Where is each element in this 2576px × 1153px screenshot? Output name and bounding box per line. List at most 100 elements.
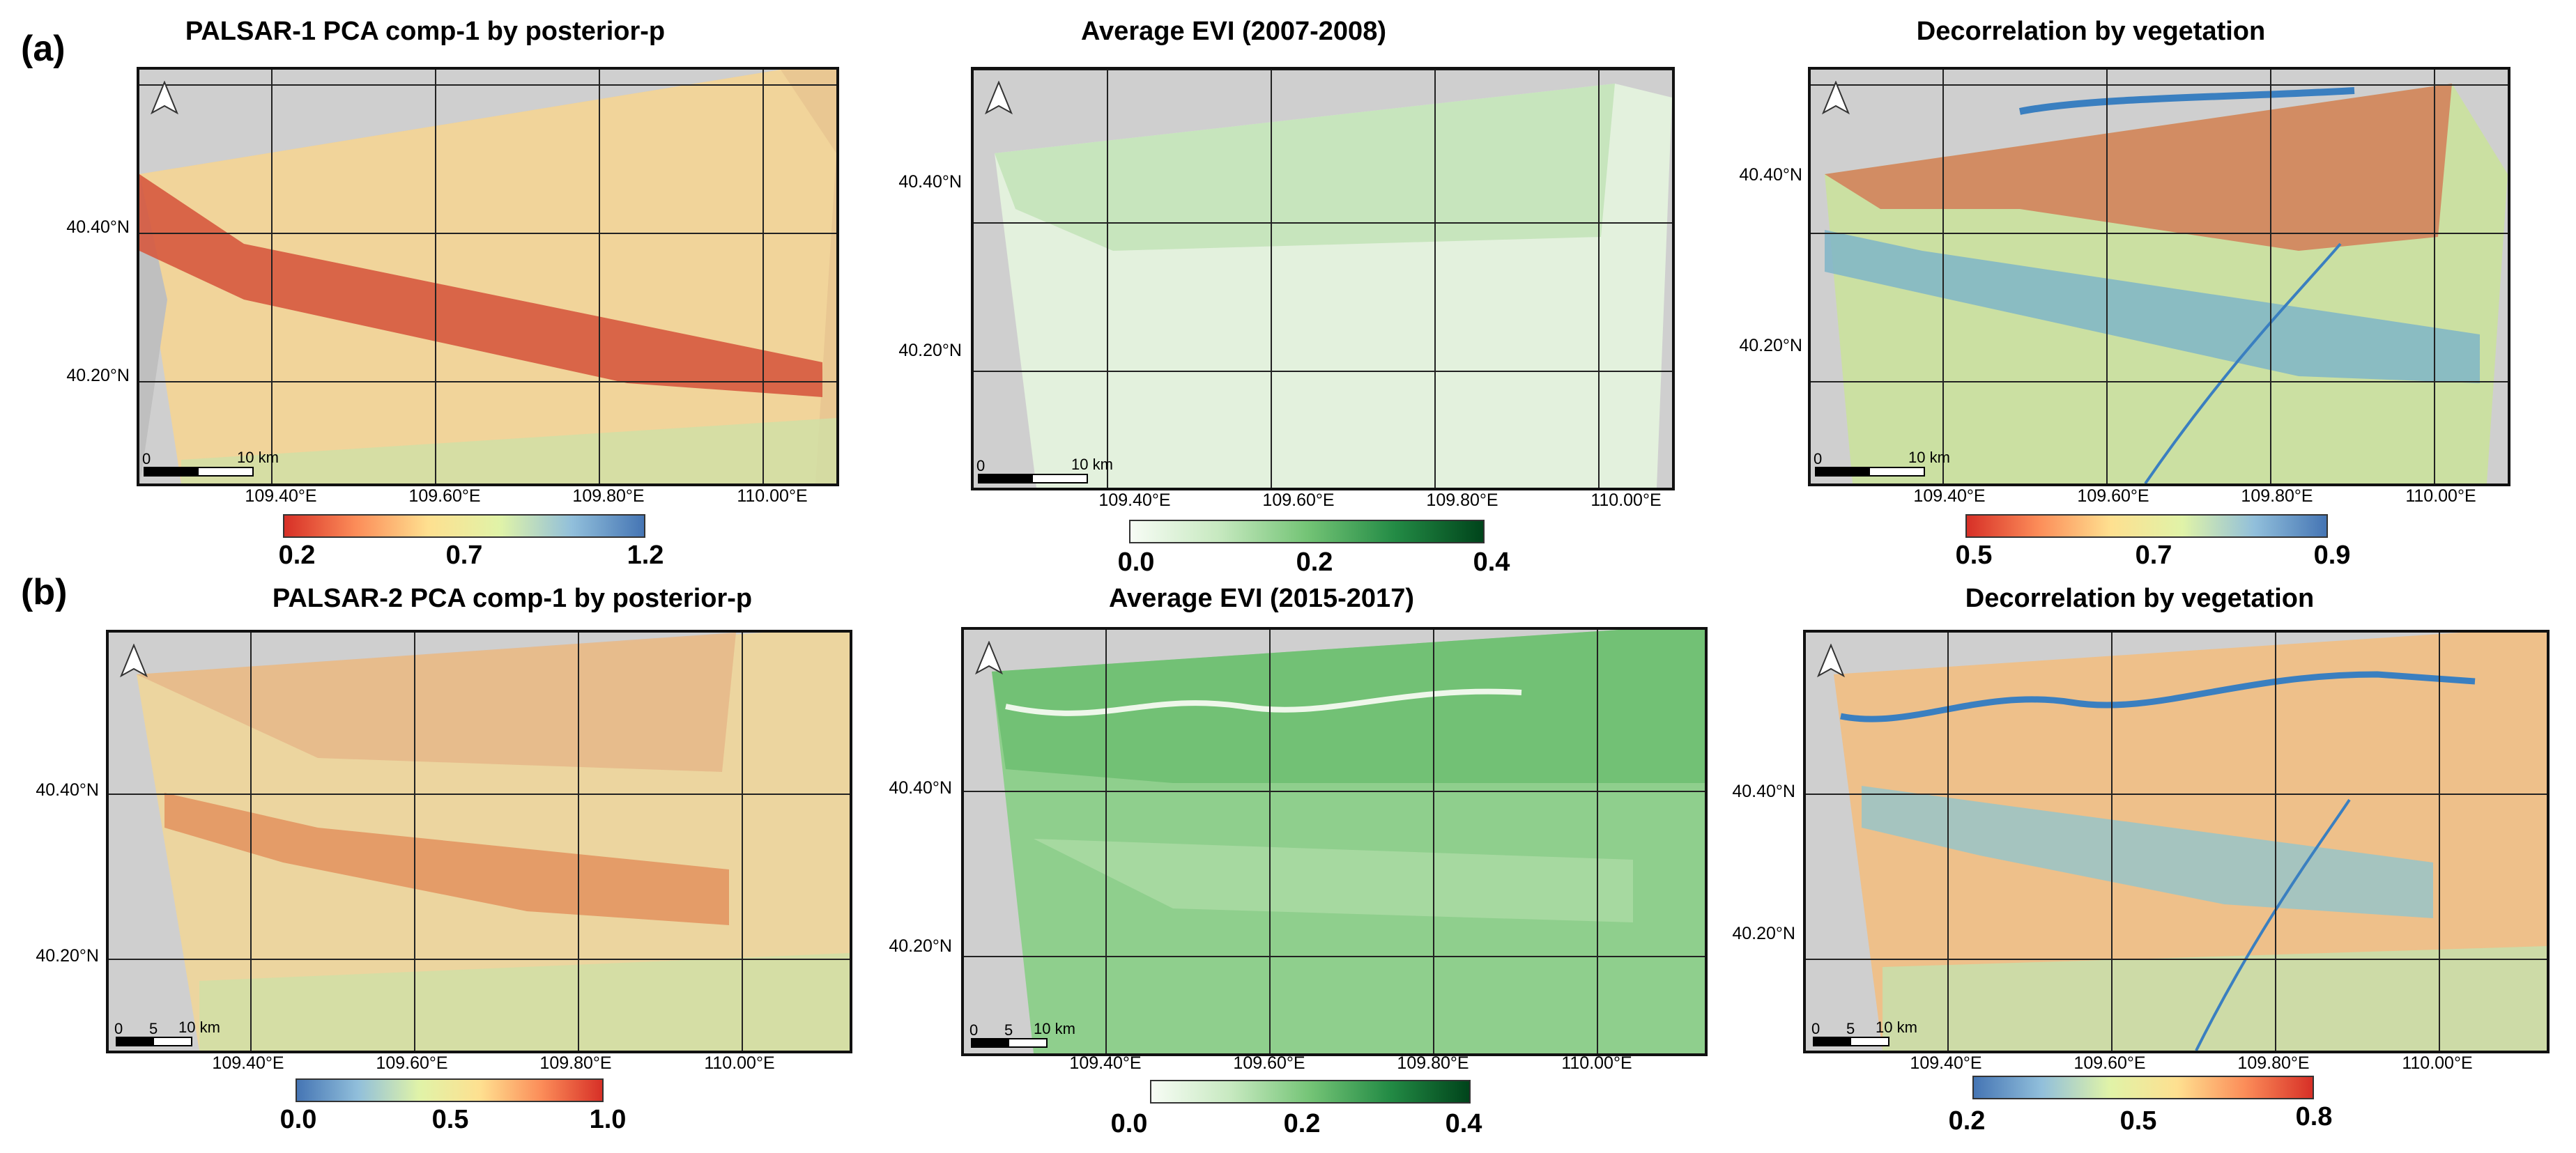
river bbox=[2019, 87, 2355, 115]
panel-a3-title: Decorrelation by vegetation bbox=[1916, 17, 2266, 46]
dune-band bbox=[139, 174, 822, 397]
panel-a2-cbar-tick-3: 0.4 bbox=[1473, 548, 1510, 577]
scalebar-distance: 10 km bbox=[1876, 1019, 1917, 1036]
panel-b3-lon-1: 109.40°E bbox=[1910, 1053, 1982, 1073]
panel-a3-lat-1: 40.40°N bbox=[1739, 165, 1802, 185]
panel-a1-lat-2: 40.20°N bbox=[66, 366, 130, 385]
panel-a2-svg bbox=[974, 70, 1672, 488]
panel-a2-lon-2: 109.60°E bbox=[1262, 490, 1335, 510]
panel-b2-svg bbox=[964, 630, 1705, 1053]
panel-b2-cbar-tick-1: 0.0 bbox=[1110, 1109, 1148, 1138]
panel-b1-lon-1: 109.40°E bbox=[212, 1053, 284, 1073]
panel-a2-cbar-tick-2: 0.2 bbox=[1296, 548, 1333, 577]
panel-b1-map: 0 5 10 km bbox=[106, 630, 852, 1053]
scalebar bbox=[144, 467, 254, 477]
panel-a2-colorbar bbox=[1129, 520, 1485, 543]
panel-b3-lon-3: 109.80°E bbox=[2237, 1053, 2310, 1073]
panel-a1-cbar-tick-2: 0.7 bbox=[445, 541, 483, 570]
panel-a1-lon-1: 109.40°E bbox=[245, 486, 317, 506]
panel-b1-lon-2: 109.60°E bbox=[376, 1053, 448, 1073]
panel-b1-cbar-tick-3: 1.0 bbox=[589, 1105, 627, 1134]
panel-b3-cbar-tick-1: 0.2 bbox=[1948, 1106, 1986, 1136]
panel-b2-lat-1: 40.40°N bbox=[889, 778, 952, 798]
scalebar-mid: 5 bbox=[149, 1020, 158, 1037]
sar-north bbox=[137, 633, 736, 772]
panel-b2-lon-2: 109.60°E bbox=[1233, 1053, 1305, 1073]
scalebar-origin: 0 bbox=[1811, 1020, 1820, 1037]
panel-b2-map: 0 5 10 km bbox=[961, 627, 1708, 1056]
scalebar-mid: 5 bbox=[1004, 1021, 1013, 1039]
panel-b3-cbar-tick-2: 0.5 bbox=[2119, 1106, 2157, 1136]
tributary bbox=[2144, 242, 2342, 483]
panel-a3-colorbar bbox=[1965, 514, 2328, 538]
scalebar-distance: 10 km bbox=[178, 1019, 220, 1036]
panel-a1-cbar-tick-1: 0.2 bbox=[278, 541, 316, 570]
panel-b3-title: Decorrelation by vegetation bbox=[1965, 584, 2315, 613]
panel-b2-lat-2: 40.20°N bbox=[889, 936, 952, 956]
panel-b3-colorbar bbox=[1972, 1076, 2314, 1099]
panel-a2-cbar-tick-1: 0.0 bbox=[1117, 548, 1155, 577]
scalebar bbox=[1813, 1037, 1889, 1046]
panel-b2-cbar-tick-2: 0.2 bbox=[1283, 1109, 1321, 1138]
panel-a3-cbar-tick-1: 0.5 bbox=[1955, 541, 1993, 570]
grid-lines bbox=[974, 70, 1672, 488]
panel-a2-title: Average EVI (2007-2008) bbox=[1081, 17, 1386, 46]
panel-b1-cbar-tick-1: 0.0 bbox=[279, 1105, 317, 1134]
panel-a1-lon-3: 109.80°E bbox=[572, 486, 645, 506]
panel-b1-lat-2: 40.20°N bbox=[36, 946, 99, 966]
north-arrow-icon bbox=[1822, 81, 1850, 115]
panel-a1-title: PALSAR-1 PCA comp-1 by posterior-p bbox=[185, 17, 666, 46]
panel-b2-title: Average EVI (2015-2017) bbox=[1109, 584, 1414, 613]
grid-lines bbox=[1811, 70, 2508, 483]
panel-b1-lon-4: 110.00°E bbox=[704, 1053, 775, 1073]
panel-a3-lat-2: 40.20°N bbox=[1739, 336, 1802, 355]
scalebar-distance: 10 km bbox=[1071, 456, 1113, 473]
panel-a3-svg bbox=[1811, 70, 2508, 483]
panel-b2-lon-3: 109.80°E bbox=[1397, 1053, 1469, 1073]
evi-north-green bbox=[995, 84, 1615, 251]
north-arrow-icon bbox=[120, 644, 148, 678]
panel-a3-lon-2: 109.60°E bbox=[2077, 486, 2149, 506]
row-label-a: (a) bbox=[21, 29, 66, 69]
panel-b1-title: PALSAR-2 PCA comp-1 by posterior-p bbox=[272, 584, 753, 613]
panel-a2-lat-1: 40.40°N bbox=[898, 172, 962, 192]
evi-light-band bbox=[1034, 839, 1633, 922]
grid-lines bbox=[964, 630, 1705, 1053]
panel-a3-lon-3: 109.80°E bbox=[2241, 486, 2313, 506]
panel-b2-cbar-tick-3: 0.4 bbox=[1445, 1109, 1482, 1138]
scalebar-origin: 0 bbox=[969, 1021, 979, 1039]
panel-b3-svg bbox=[1806, 633, 2547, 1051]
panel-a3-cbar-tick-2: 0.7 bbox=[2135, 541, 2172, 570]
panel-b3-map: 0 5 10 km bbox=[1803, 630, 2550, 1053]
tributary bbox=[2195, 798, 2351, 1051]
panel-b1-lat-1: 40.40°N bbox=[36, 780, 99, 800]
panel-a1-lon-2: 109.60°E bbox=[408, 486, 481, 506]
south-green bbox=[181, 418, 836, 483]
panel-a2-lon-3: 109.80°E bbox=[1426, 490, 1498, 510]
scalebar bbox=[1815, 467, 1925, 477]
decor-hot-north bbox=[1825, 84, 2452, 251]
scalebar bbox=[971, 1038, 1048, 1048]
north-arrow-icon bbox=[985, 81, 1013, 115]
panel-a3-lon-4: 110.00°E bbox=[2405, 486, 2476, 506]
panel-b3-lat-2: 40.20°N bbox=[1732, 924, 1795, 943]
panel-b2-colorbar bbox=[1150, 1080, 1471, 1104]
scalebar bbox=[116, 1037, 192, 1046]
panel-a1-lat-1: 40.40°N bbox=[66, 217, 130, 237]
panel-a3-cbar-tick-3: 0.9 bbox=[2313, 541, 2351, 570]
north-arrow-icon bbox=[975, 641, 1003, 675]
panel-a1-cbar-tick-3: 1.2 bbox=[627, 541, 664, 570]
panel-b3-cbar-tick-3: 0.8 bbox=[2295, 1102, 2333, 1131]
river bbox=[1005, 688, 1522, 716]
dune-band bbox=[164, 793, 729, 925]
panel-a3-lon-1: 109.40°E bbox=[1913, 486, 1986, 506]
scalebar-origin: 0 bbox=[114, 1020, 123, 1037]
north-arrow-icon bbox=[1817, 644, 1845, 678]
panel-b1-lon-3: 109.80°E bbox=[539, 1053, 612, 1073]
scalebar-origin: 0 bbox=[1814, 450, 1823, 467]
panel-a1-svg bbox=[139, 70, 836, 483]
scalebar-mid: 5 bbox=[1846, 1020, 1855, 1037]
grid-lines bbox=[109, 633, 850, 1051]
scalebar bbox=[978, 474, 1088, 483]
panel-a1-lon-4: 110.00°E bbox=[737, 486, 808, 506]
